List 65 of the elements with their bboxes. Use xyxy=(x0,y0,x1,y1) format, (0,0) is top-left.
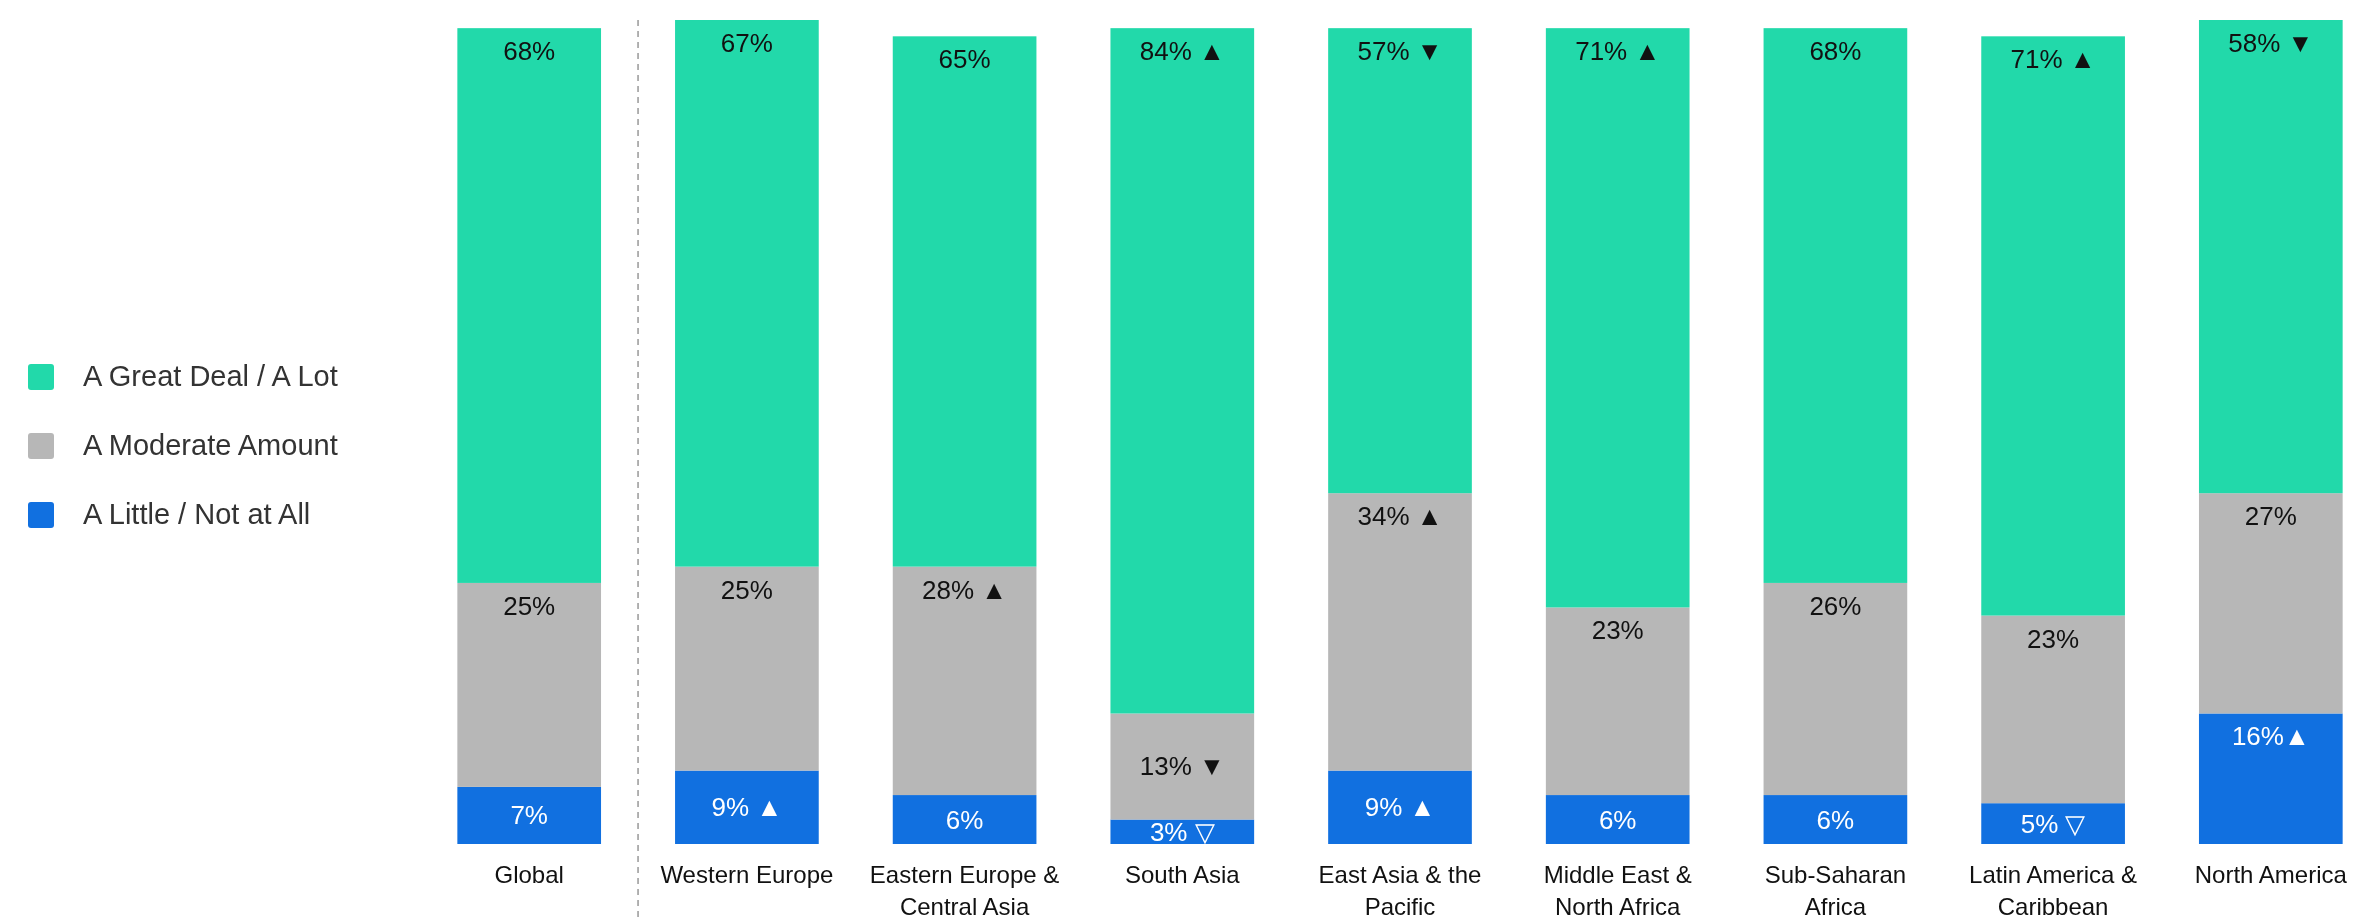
data-label: 67% xyxy=(720,28,773,58)
x-tick-label: Eastern Europe & Central Asia xyxy=(869,861,1060,920)
data-label: 68% xyxy=(1809,36,1862,67)
bar xyxy=(2198,713,2343,844)
bar xyxy=(2198,20,2343,494)
bar xyxy=(1763,28,1908,583)
bar xyxy=(892,36,1037,567)
data-label: 6% xyxy=(945,804,984,835)
data-label: 16%▲ xyxy=(2231,721,2310,752)
bar xyxy=(457,786,602,844)
bar xyxy=(1763,582,1908,796)
data-label: 6% xyxy=(1598,804,1637,835)
bar xyxy=(1545,607,1690,796)
legend-label: A Moderate Amount xyxy=(83,429,338,461)
bar xyxy=(1981,36,2125,616)
data-label: 65% xyxy=(938,44,991,75)
data-label: 71% ▲ xyxy=(1575,36,1661,67)
bar xyxy=(1763,795,1908,844)
data-label: 25% xyxy=(503,590,556,621)
data-label: 68% xyxy=(503,36,556,67)
bar xyxy=(1545,28,1690,608)
data-label: 23% xyxy=(2027,623,2080,654)
bar xyxy=(1981,615,2125,804)
bar xyxy=(1328,770,1472,844)
data-label: 5% ▽ xyxy=(2020,808,2086,839)
bar xyxy=(892,795,1037,844)
x-tick-label: South Asia xyxy=(1124,861,1241,888)
data-label: 13% ▼ xyxy=(1139,751,1225,782)
data-label: 6% xyxy=(1816,804,1855,835)
data-label: 28% ▲ xyxy=(922,574,1008,605)
data-label: 58% ▼ xyxy=(2228,28,2314,58)
data-label: 3% ▽ xyxy=(1149,816,1215,847)
bar xyxy=(1328,28,1472,494)
bar xyxy=(892,566,1037,796)
x-tick-label: North America xyxy=(2194,861,2348,888)
x-tick-label: Middle East & North Africa xyxy=(1543,861,1692,920)
data-label: 9% ▲ xyxy=(711,792,783,823)
bar xyxy=(457,28,602,583)
data-label: 84% ▲ xyxy=(1139,36,1225,67)
x-tick-label: East Asia & the Pacific xyxy=(1318,861,1482,920)
data-label: 25% xyxy=(720,574,773,605)
data-label: 26% xyxy=(1809,590,1862,621)
bar xyxy=(1110,713,1255,820)
x-tick-label: Latin America & Caribbean xyxy=(1969,861,2138,920)
legend-label: A Little / Not at All xyxy=(83,498,311,530)
data-label: 27% xyxy=(2244,501,2297,532)
bar xyxy=(675,20,819,567)
data-label: 71% ▲ xyxy=(2010,44,2096,75)
bar xyxy=(675,770,819,844)
bar xyxy=(1545,795,1690,844)
bar xyxy=(457,582,602,787)
data-label: 7% xyxy=(510,800,548,831)
data-label: 9% ▲ xyxy=(1364,792,1436,823)
bar xyxy=(1328,493,1472,771)
data-label: 23% xyxy=(1591,615,1644,646)
bar xyxy=(1981,803,2125,844)
bar xyxy=(675,566,819,771)
data-label: 57% ▼ xyxy=(1357,36,1443,67)
x-tick-label: Western Europe xyxy=(660,861,834,888)
data-label: 34% ▲ xyxy=(1357,501,1443,532)
x-tick-label: Global xyxy=(494,861,564,888)
x-tick-label: Sub-Saharan Africa xyxy=(1764,861,1907,920)
bar xyxy=(2198,493,2343,714)
legend-label: A Great Deal / A Lot xyxy=(83,360,338,392)
bar xyxy=(1110,28,1255,714)
